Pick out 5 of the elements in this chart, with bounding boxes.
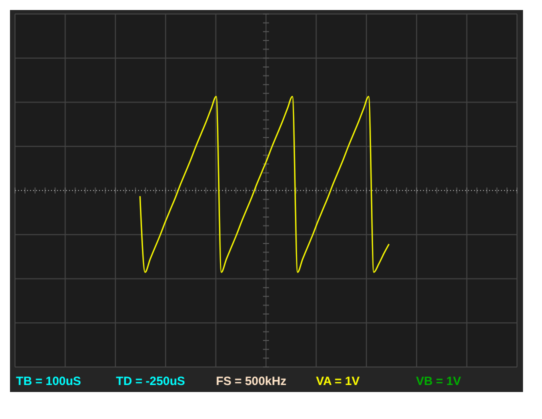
text: TD = -250uS (116, 374, 186, 388)
text: VA = 1V (316, 374, 360, 388)
text: TB = 100uS (16, 374, 82, 388)
text: FS = 500kHz (216, 374, 286, 388)
text: VB = 1V (416, 374, 462, 388)
